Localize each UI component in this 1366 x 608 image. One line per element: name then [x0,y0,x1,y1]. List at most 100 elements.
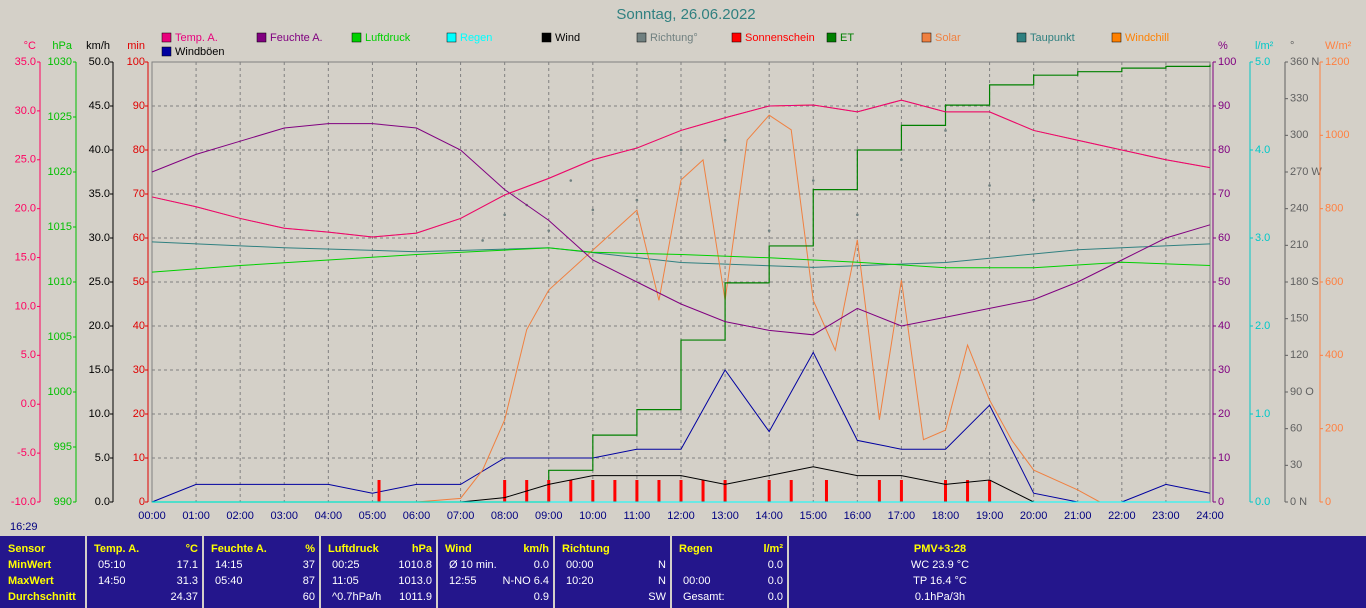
x-tick-label: 07:00 [447,510,475,522]
legend-swatch [256,32,267,43]
legend-label: Regen [460,32,492,44]
y-tick-label: 120 [1290,349,1308,361]
x-tick-label: 10:00 [579,510,607,522]
cell-value: N-NO 6.4 [502,575,549,587]
series-line [151,241,1211,268]
y-tick-label: 50.0 [89,56,110,68]
y-tick-label: 30.0 [89,232,110,244]
x-tick-label: 12:00 [667,510,695,522]
column-unit: l/m² [763,543,783,555]
cell-value: 1013.0 [398,575,432,587]
cell-time: Ø 10 min. [449,559,497,571]
column-unit: hPa [411,543,432,555]
sunshine-bar [679,480,683,502]
row-label: MaxWert [8,575,54,587]
cell-value: N [658,575,666,587]
y-tick-label: 5.0 [1255,56,1270,68]
y-tick-label: 30 [1218,364,1230,376]
x-tick-label: 11:00 [624,510,651,522]
y-tick-label: 5.0 [21,349,36,361]
legend-label: Taupunkt [1030,32,1075,44]
x-tick-label: 06:00 [403,510,431,522]
y-tick-label: 4.0 [1255,144,1270,156]
column-unit: °C [185,543,198,555]
y-tick-label: 40 [133,320,145,332]
x-tick-label: 24:00 [1196,510,1224,522]
legend-label: Wind [555,32,580,44]
series-dot [679,148,683,152]
x-tick-label: 15:00 [799,510,827,522]
y-tick-label: 15.0 [89,364,110,376]
cell-value: 31.3 [176,575,198,587]
x-tick-label: 20:00 [1020,510,1048,522]
cell-value: 0.0 [767,591,783,603]
cell-time: 00:00 [566,559,594,571]
y-tick-label: 40.0 [89,144,110,156]
y-tick-label: 20 [133,408,145,420]
sunshine-bar [635,480,639,502]
y-tick-label: -10.0 [11,496,36,508]
series-dot [944,129,947,132]
y-tick-label: 2.0 [1255,320,1270,332]
y-tick-label: 10 [133,452,145,464]
x-tick-label: 13:00 [711,510,739,522]
column-title: Luftdruck [328,543,379,555]
series-dot [856,213,859,217]
column-title: Richtung [562,543,610,555]
column-unit: km/h [523,543,549,555]
y-tick-label: 35.0 [15,56,36,68]
cell-value: SW [648,591,666,603]
axis-unit: °C [24,40,36,52]
y-tick-label: 0.0 [95,496,110,508]
legend-swatch [1016,32,1027,43]
y-tick-label: 50 [1218,276,1230,288]
row-label: MinWert [8,559,52,571]
cell-time: 12:55 [449,575,477,587]
y-tick-label: 60 [1218,232,1230,244]
legend-swatch [921,32,932,43]
column-separator [670,536,672,608]
y-tick-label: 25.0 [15,154,36,166]
y-tick-label: 300 [1290,129,1308,141]
legend-label: Feuchte A. [270,32,323,44]
legend-label: Sonnenschein [745,32,815,44]
y-tick-label: 0 [139,496,145,508]
cell-value: 0.0 [533,559,549,571]
table-header: Sensor [8,543,46,555]
y-tick-label: 995 [54,441,72,453]
legend-swatch [1111,32,1122,43]
sunshine-bar [824,480,828,502]
sunshine-bar [877,480,881,502]
axis-unit: ° [1290,40,1294,52]
series-line [151,247,1211,273]
y-tick-label: 990 [54,496,72,508]
y-tick-label: 1000 [1325,129,1349,141]
sunshine-bar [966,480,970,502]
cell-time: Gesamt: [683,591,725,603]
y-tick-label: 70 [1218,188,1230,200]
x-tick-label: 19:00 [976,510,1004,522]
y-tick-label: 400 [1325,349,1343,361]
summary-table: Sensor MinWert MaxWert Durchschnitt Temp. A.… [0,536,1366,608]
y-tick-label: 0 [1325,496,1331,508]
sunshine-bar [377,480,381,502]
column-title: Temp. A. [94,543,140,555]
series-dot [481,239,484,242]
legend-swatch [161,32,172,43]
y-tick-label: 210 [1290,239,1308,251]
y-tick-label: 150 [1290,313,1308,325]
y-tick-label: 0.0 [1255,496,1270,508]
series-dot [900,158,903,162]
y-tick-label: 10 [1218,452,1230,464]
y-tick-label: 90 [1218,100,1230,112]
clock: 16:29 [10,521,38,533]
sunshine-bar [657,480,661,502]
pmv-value: TP 16.4 °C [913,575,967,587]
cell-value: 24.37 [170,591,198,603]
series-line [151,123,1211,336]
series-dot [547,229,551,232]
y-tick-label: 330 [1290,93,1308,105]
legend-swatch [351,32,362,43]
y-tick-label: 0 [1218,496,1224,508]
